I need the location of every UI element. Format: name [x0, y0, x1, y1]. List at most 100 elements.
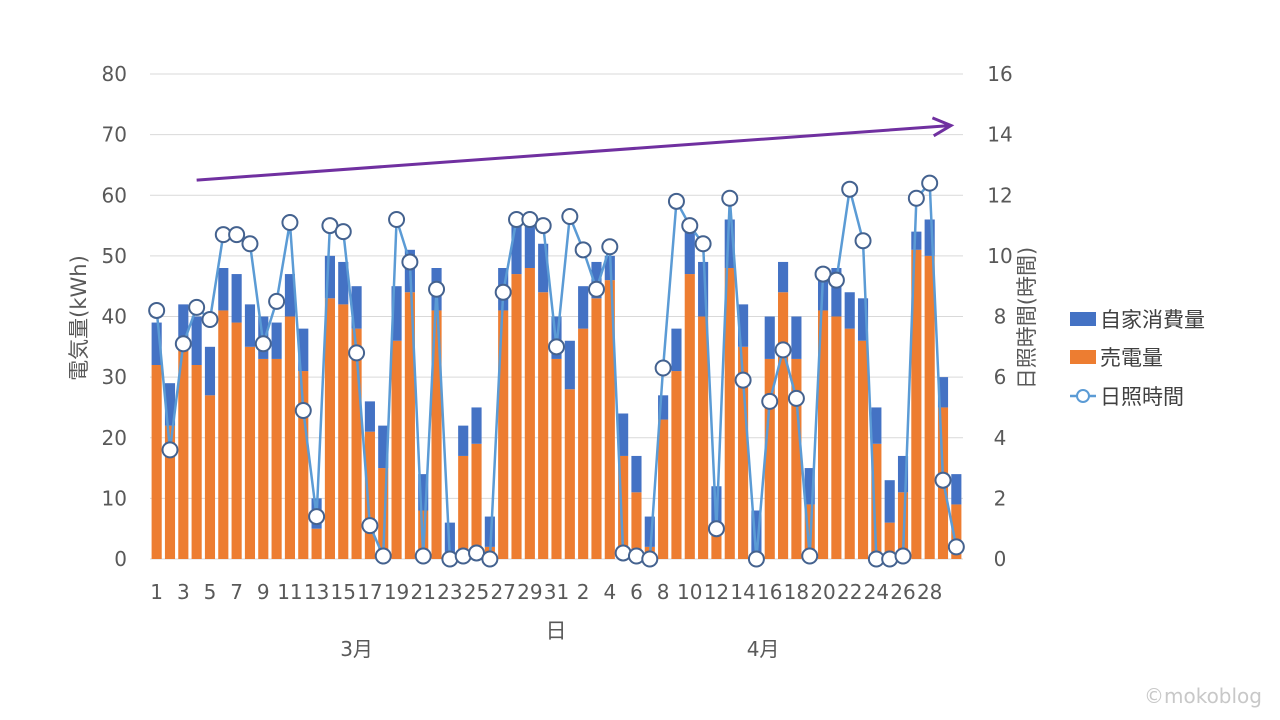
- bar-sold-power: [631, 492, 642, 559]
- bar-self-consumption: [871, 407, 882, 444]
- bar-sold-power: [711, 534, 722, 559]
- bar-sold-power: [338, 304, 349, 559]
- bar-self-consumption: [324, 255, 335, 299]
- bar-self-consumption: [231, 274, 242, 323]
- bar-self-consumption: [364, 401, 375, 432]
- bar-sold-power: [151, 365, 162, 559]
- sunshine-point: [374, 547, 392, 565]
- x-tick-label: 17: [357, 580, 382, 604]
- bar-self-consumption: [524, 225, 535, 268]
- bar-sold-power: [698, 316, 709, 559]
- legend-label-sold-power: 売電量: [1100, 346, 1163, 370]
- bar-self-consumption: [338, 261, 349, 305]
- x-axis-months: 3月 4月: [340, 637, 779, 661]
- bar-self-consumption: [351, 286, 362, 329]
- bar-sold-power: [951, 504, 962, 559]
- bar-sold-power: [591, 298, 602, 559]
- y-axis-right-title: 日照時間(時間): [1015, 247, 1039, 389]
- y-right-tick-label: 2: [994, 486, 1007, 510]
- sunshine-point: [681, 217, 699, 235]
- month-label: 4月: [747, 637, 780, 661]
- bar-self-consumption: [284, 274, 296, 317]
- x-tick-label: 18: [784, 580, 809, 604]
- bar-sold-power: [351, 328, 362, 559]
- sunshine-point: [481, 550, 499, 568]
- sunshine-point: [308, 508, 326, 526]
- x-tick-label: 14: [730, 580, 755, 604]
- x-tick-label: 19: [384, 580, 409, 604]
- bar-self-consumption: [378, 425, 389, 469]
- trend-arrow-head: [931, 116, 955, 138]
- sunshine-point: [361, 517, 379, 535]
- bar-self-consumption: [418, 474, 429, 511]
- y-left-tick-label: 80: [102, 62, 127, 86]
- sunshine-point: [548, 338, 565, 356]
- bar-sold-power: [911, 249, 922, 559]
- y-axis-left-title: 電気量(kWh): [67, 255, 91, 381]
- bar-sold-power: [324, 298, 335, 559]
- bar-self-consumption: [164, 383, 176, 426]
- sunshine-point: [921, 174, 939, 192]
- sunshine-point: [801, 547, 819, 565]
- x-tick-label: 3: [177, 580, 190, 604]
- x-tick-label: 15: [331, 580, 356, 604]
- bar-sold-power: [604, 280, 615, 559]
- x-tick-label: 12: [704, 580, 729, 604]
- bar-sold-power: [724, 268, 735, 559]
- bar-self-consumption: [391, 286, 402, 341]
- x-tick-label: 24: [864, 580, 889, 604]
- x-tick-label: 27: [490, 580, 515, 604]
- bar-self-consumption: [937, 377, 949, 408]
- bar-sold-power: [258, 358, 269, 559]
- bar-self-consumption: [298, 328, 309, 372]
- bar-sold-power: [204, 395, 216, 559]
- bar-sold-power: [231, 322, 242, 559]
- sunshine-point: [947, 538, 965, 556]
- bar-self-consumption: [764, 316, 775, 359]
- x-tick-label: 16: [757, 580, 782, 604]
- bar-self-consumption: [791, 316, 802, 359]
- bar-self-consumption: [244, 304, 256, 347]
- sunshine-point: [174, 335, 192, 353]
- bar-sold-power: [871, 443, 882, 559]
- bar-self-consumption: [738, 304, 749, 347]
- bar-self-consumption: [911, 231, 922, 250]
- bars: [151, 219, 962, 559]
- sunshine-point: [228, 226, 246, 244]
- bar-sold-power: [404, 292, 415, 559]
- y-left-tick-label: 70: [102, 123, 127, 147]
- trend-arrow: [196, 116, 955, 182]
- x-tick-label: 20: [810, 580, 835, 604]
- bar-self-consumption: [684, 219, 695, 275]
- bar-sold-power: [391, 340, 402, 559]
- bar-sold-power: [924, 255, 935, 559]
- x-tick-label: 23: [437, 580, 462, 604]
- sunshine-point: [601, 238, 619, 256]
- bar-sold-power: [844, 328, 855, 559]
- bar-self-consumption: [857, 298, 869, 341]
- sunshine-point: [534, 217, 552, 235]
- y-right-tick-label: 0: [994, 547, 1007, 571]
- sunshine-point: [574, 241, 592, 259]
- y-left-tick-label: 60: [102, 183, 127, 207]
- x-tick-label: 5: [204, 580, 217, 604]
- bar-self-consumption: [658, 395, 669, 420]
- sunshine-point: [494, 283, 512, 301]
- sunshine-point: [428, 280, 446, 298]
- bar-sold-power: [831, 316, 842, 559]
- x-tick-label: 21: [410, 580, 435, 604]
- y-right-tick-label: 12: [987, 183, 1012, 207]
- sunshine-point: [334, 223, 352, 241]
- bar-self-consumption: [484, 516, 495, 547]
- y-left-tick-label: 0: [114, 547, 127, 571]
- x-tick-label: 11: [277, 580, 302, 604]
- legend-swatch-sunshine-marker: [1076, 389, 1090, 403]
- sunshine-point: [761, 392, 779, 410]
- bar-self-consumption: [218, 268, 229, 311]
- y-left-tick-label: 20: [102, 426, 127, 450]
- bar-self-consumption: [538, 243, 549, 293]
- sunshine-point: [268, 292, 286, 310]
- bar-self-consumption: [724, 219, 735, 268]
- bar-sold-power: [431, 310, 442, 559]
- bar-self-consumption: [511, 225, 522, 275]
